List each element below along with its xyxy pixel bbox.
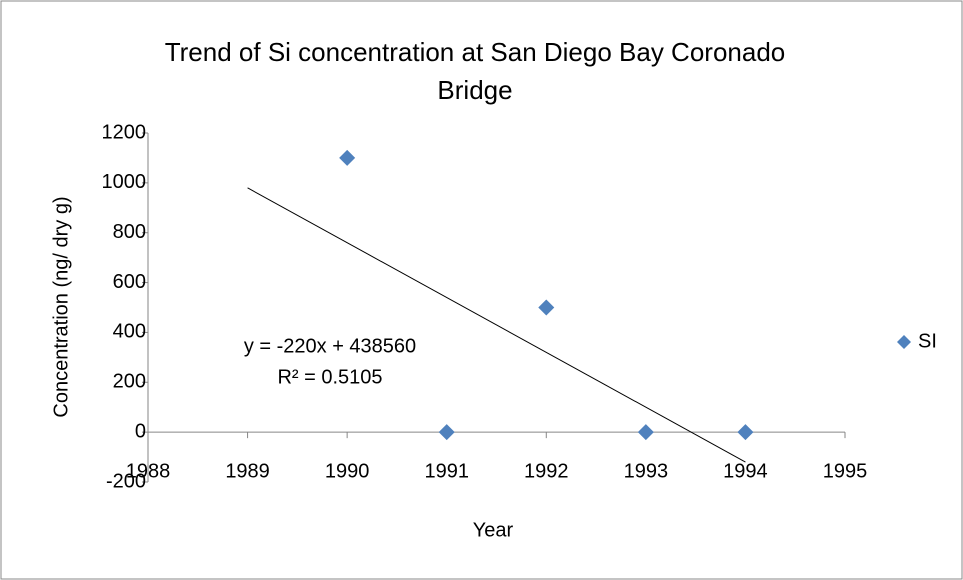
data-point [737, 424, 754, 441]
x-tick-label: 1988 [126, 460, 171, 482]
chart-title: Bridge [437, 75, 512, 105]
legend-marker [897, 335, 911, 349]
x-tick-label: 1990 [325, 460, 370, 482]
y-tick-label: 1000 [102, 171, 147, 193]
x-tick-label: 1993 [624, 460, 669, 482]
y-tick-label: 1200 [102, 121, 147, 143]
data-point [438, 424, 455, 441]
data-point [339, 149, 356, 166]
x-axis-label: Year [473, 519, 514, 541]
trend-equation: y = -220x + 438560 [244, 335, 416, 357]
trendline [247, 187, 746, 463]
y-tick-label: 400 [113, 321, 146, 343]
r-squared: R² = 0.5105 [277, 366, 382, 388]
x-tick-label: 1992 [524, 460, 569, 482]
x-tick-label: 1991 [424, 460, 469, 482]
y-tick-label: 800 [113, 221, 146, 243]
y-tick-label: 600 [113, 271, 146, 293]
x-tick-label: 1995 [823, 460, 868, 482]
data-point [637, 424, 654, 441]
y-tick-label: -200 [106, 470, 146, 492]
y-axis-label: Concentration (ng/ dry g) [50, 196, 72, 417]
x-tick-label: 1994 [723, 460, 768, 482]
chart-title: Trend of Si concentration at San Diego B… [165, 37, 786, 67]
x-tick-label: 1989 [225, 460, 270, 482]
y-tick-label: 0 [135, 420, 146, 442]
y-tick-label: 200 [113, 371, 146, 393]
legend-label: SI [918, 330, 937, 352]
data-point [538, 299, 555, 316]
